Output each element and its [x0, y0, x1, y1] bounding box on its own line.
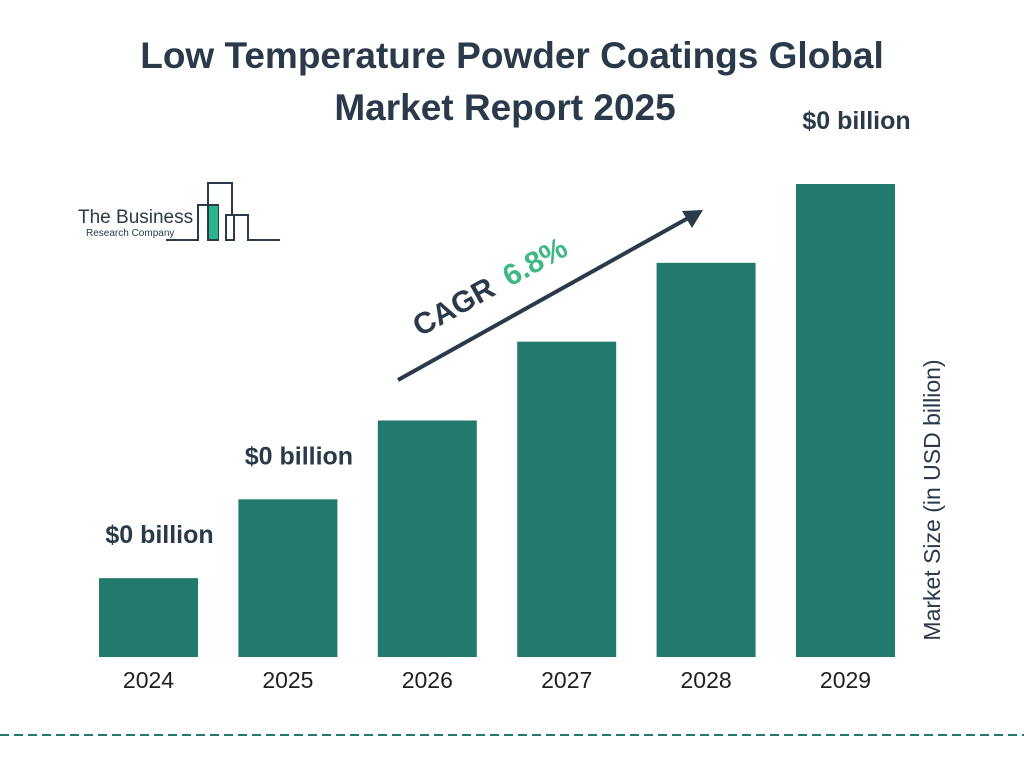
bar-2029 — [796, 184, 895, 657]
x-tick-2028: 2028 — [681, 667, 732, 693]
data-label-2024: $0 billion — [105, 521, 213, 549]
x-tick-2027: 2027 — [541, 667, 592, 693]
bar-2027 — [517, 341, 617, 657]
cagr-arrow-head-icon — [682, 210, 703, 228]
company-logo: The Business Research Company — [78, 182, 280, 241]
logo-text-line-1: The Business — [78, 207, 193, 228]
x-tick-labels: 2024 2025 2026 2027 2028 2029 — [123, 667, 871, 693]
x-tick-2024: 2024 — [123, 667, 174, 693]
cagr-arrow-line — [397, 215, 691, 382]
data-label-2025: $0 billion — [245, 442, 353, 470]
chart-title-line-2: Market Report 2025 — [334, 87, 675, 128]
bar-2028 — [656, 262, 756, 657]
data-label-2029: $0 billion — [802, 107, 910, 135]
bar-2024 — [99, 578, 198, 657]
logo-green-bar — [209, 206, 218, 239]
bar-2025 — [238, 499, 338, 657]
chart-title-line-1: Low Temperature Powder Coatings Global — [140, 35, 884, 76]
cagr-value: 6.8% — [497, 231, 573, 293]
logo-text-line-2: Research Company — [86, 228, 174, 239]
bars-group — [99, 184, 895, 657]
data-labels: $0 billion $0 billion $0 billion — [105, 107, 910, 549]
x-tick-2029: 2029 — [820, 667, 871, 693]
x-tick-2026: 2026 — [402, 667, 453, 693]
x-tick-2025: 2025 — [262, 667, 313, 693]
y-axis-label: Market Size (in USD billion) — [919, 359, 945, 640]
logo-building-icon — [166, 182, 280, 241]
bar-2026 — [377, 420, 477, 657]
